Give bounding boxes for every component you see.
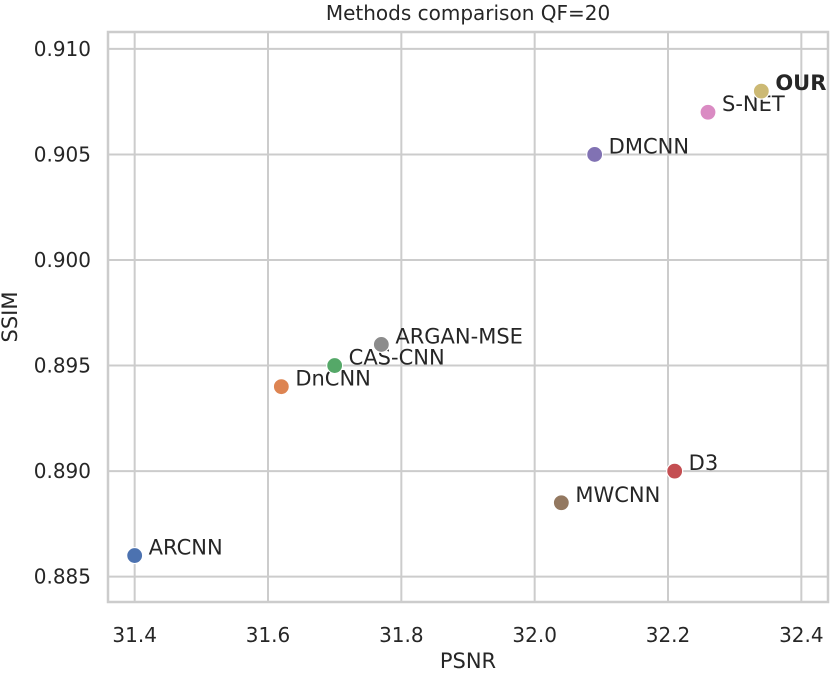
y-tick-label: 0.900 (34, 248, 91, 272)
y-tick-label: 0.895 (34, 354, 91, 378)
point-d3 (666, 462, 684, 480)
x-axis-label: PSNR (440, 649, 496, 673)
y-tick-label: 0.910 (34, 37, 91, 61)
point-mwcnn (552, 494, 570, 512)
y-axis-label: SSIM (0, 292, 22, 343)
plot-frame (106, 30, 830, 604)
data-points: ARCNNDnCNNCAS-CNNARGAN-MSEMWCNND3DMCNNS-… (126, 71, 826, 565)
point-our (752, 82, 770, 100)
point-label: OUR (775, 71, 826, 95)
point-label: CAS-CNN (349, 346, 445, 370)
x-tick-label: 32.0 (512, 623, 557, 647)
axis-ticks: 31.4 31.6 31.8 32.0 32.2 32.4 0.885 0.890 0.895 0… (34, 37, 824, 647)
point-dncnn (272, 378, 290, 396)
point-label: DMCNN (609, 134, 689, 158)
x-tick-label: 32.4 (779, 623, 824, 647)
point-label: ARGAN-MSE (395, 324, 523, 348)
x-tick-label: 31.4 (112, 623, 157, 647)
point-arcnn (126, 546, 144, 565)
x-tick-label: 31.6 (246, 623, 291, 647)
chart-title: Methods comparison QF=20 (326, 1, 610, 25)
point-label: MWCNN (575, 483, 660, 507)
point-label: D3 (689, 451, 719, 475)
y-tick-label: 0.890 (34, 459, 91, 483)
y-tick-label: 0.885 (34, 565, 91, 589)
point-s-net (699, 103, 717, 121)
grid-lines (108, 32, 828, 602)
y-tick-label: 0.905 (34, 142, 91, 166)
x-tick-label: 31.8 (379, 623, 424, 647)
point-dmcnn (586, 145, 604, 164)
x-tick-label: 32.2 (646, 623, 691, 647)
point-argan-mse (372, 335, 390, 354)
point-label: ARCNN (149, 536, 223, 560)
point-label: S-NET (722, 92, 785, 116)
point-cas-cnn (326, 356, 344, 375)
